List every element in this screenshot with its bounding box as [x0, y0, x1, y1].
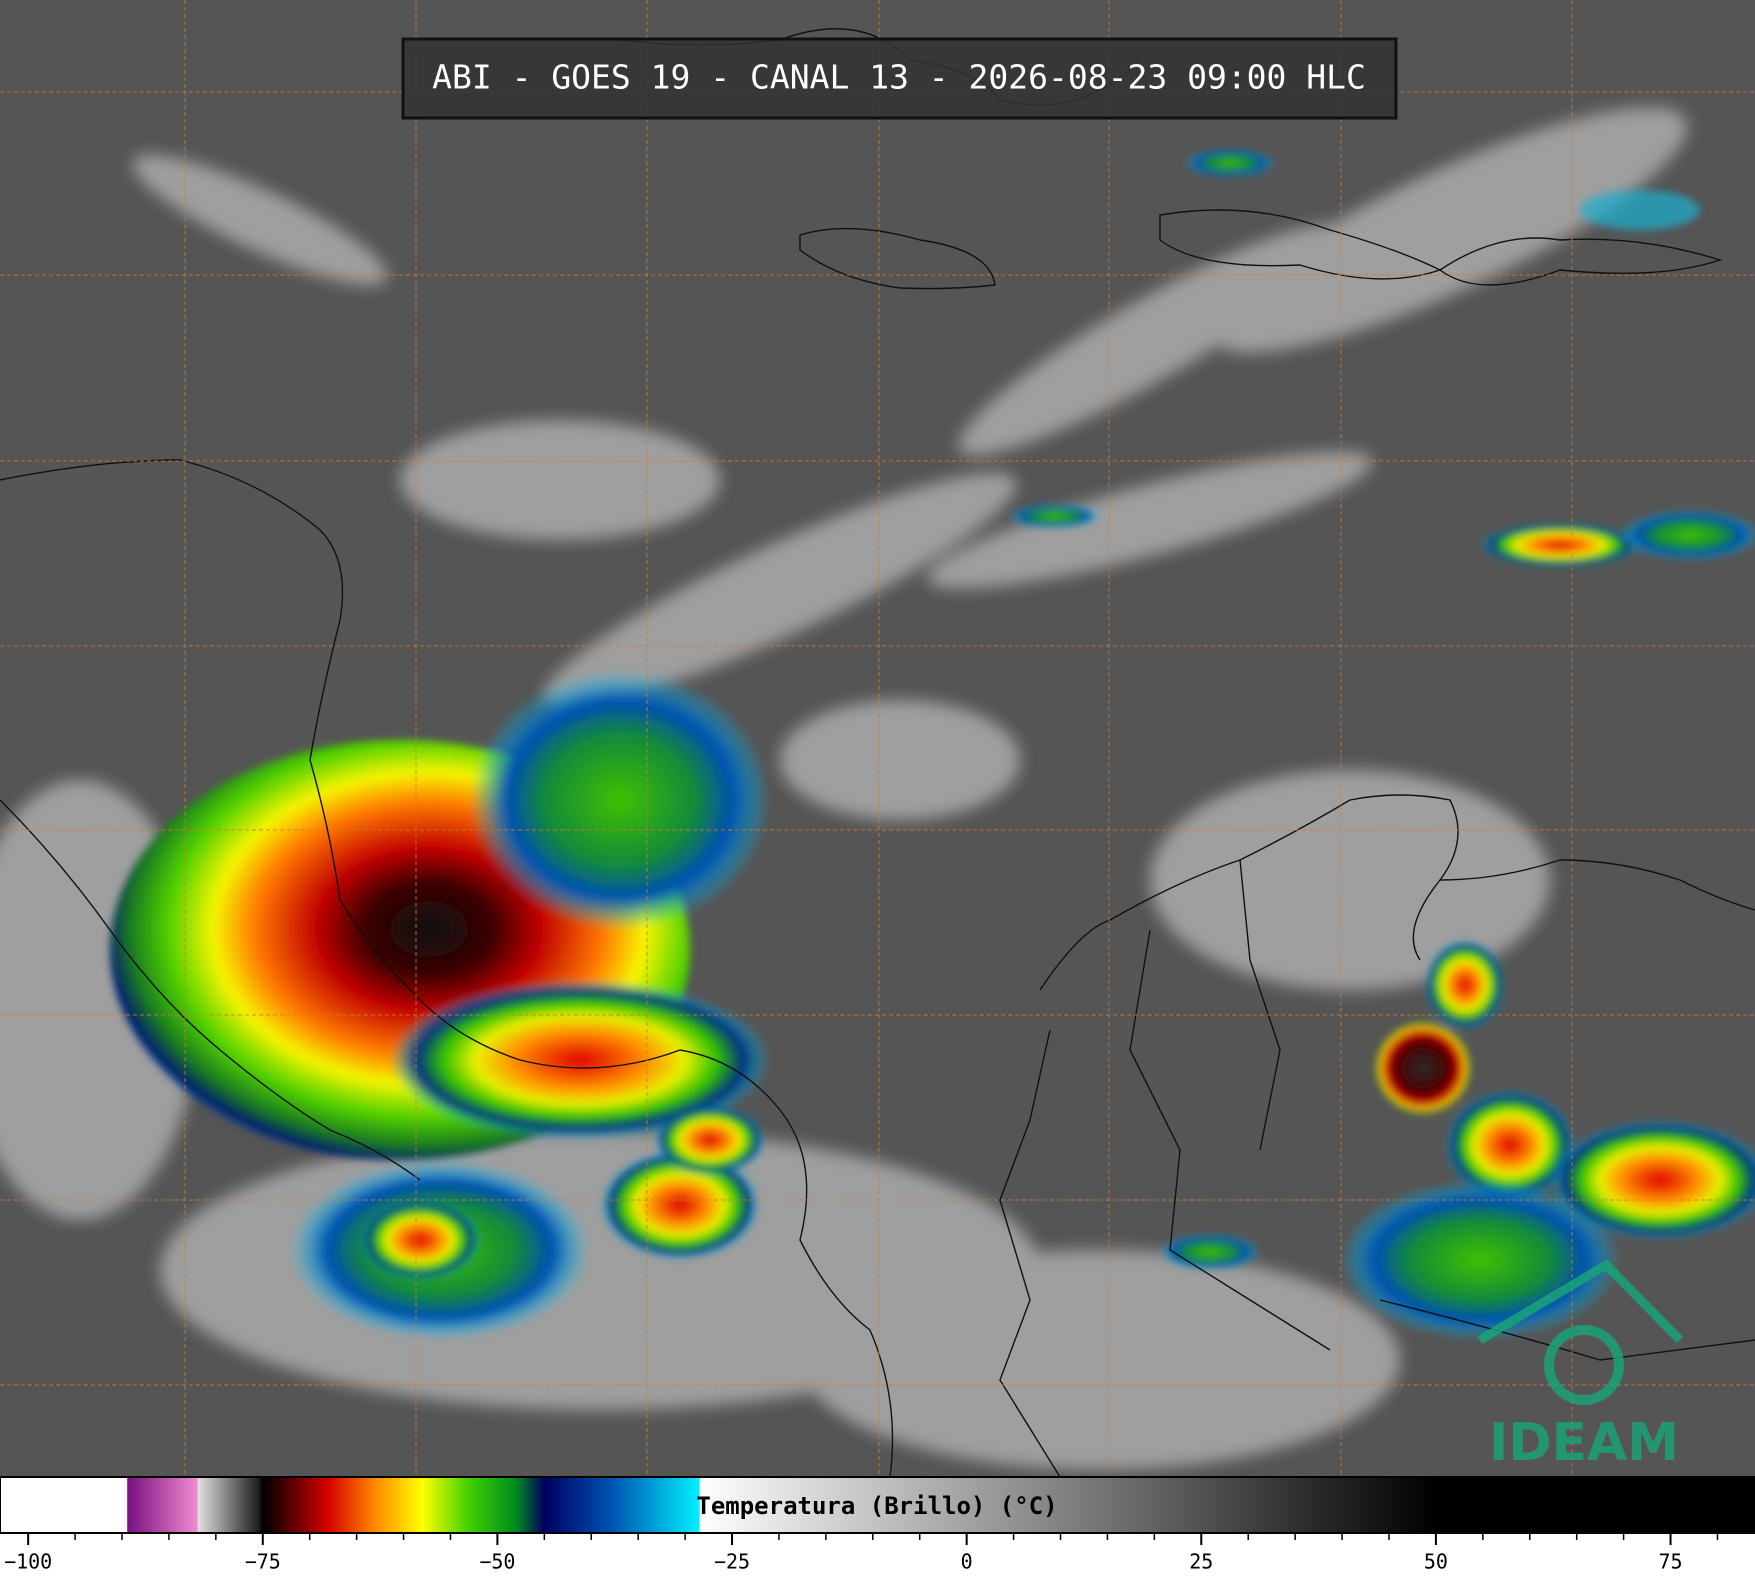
coastlines	[0, 28, 1755, 1478]
colorbar: Temperatura (Brillo) (°C) −100 −75 −50 −25 0…	[0, 1476, 1755, 1574]
logo-swirl	[1544, 1325, 1624, 1405]
tick-label: −25	[714, 1550, 750, 1574]
colorbar-label: Temperatura (Brillo) (°C)	[696, 1492, 1057, 1520]
tick-label: 50	[1424, 1550, 1448, 1574]
logo-text: IDEAM	[1489, 1413, 1679, 1473]
tick-label: −100	[4, 1550, 52, 1574]
tick-label: −50	[479, 1550, 515, 1574]
tick-label: 25	[1189, 1550, 1213, 1574]
logo: IDEAM	[1477, 1259, 1684, 1473]
tick-label: 75	[1658, 1550, 1682, 1574]
colorbar-scale	[0, 1476, 1755, 1534]
map-area: ABI - GOES 19 - CANAL 13 - 2026-08-23 09…	[0, 0, 1755, 1478]
clouds	[0, 107, 1688, 1470]
title-box	[401, 37, 1398, 120]
storms	[110, 149, 1755, 1340]
title: ABI - GOES 19 - CANAL 13 - 2026-08-23 09…	[432, 58, 1366, 97]
logo-roof	[1477, 1259, 1684, 1344]
tick-label: −75	[245, 1550, 281, 1574]
tick-label: 0	[961, 1550, 973, 1574]
